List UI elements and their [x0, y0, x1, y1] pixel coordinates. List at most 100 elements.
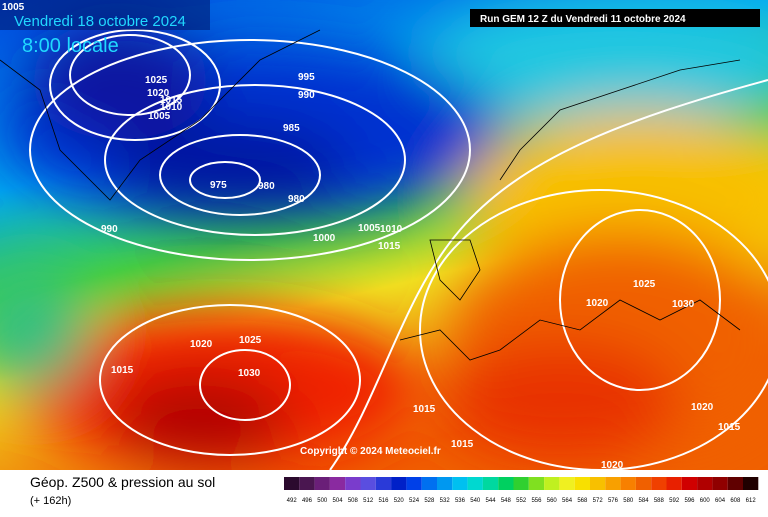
colorbar-label: 532	[440, 498, 451, 504]
colorbar-label: 564	[562, 498, 573, 504]
isobar-label: 1015	[111, 365, 134, 376]
isobar-label: 1025	[145, 75, 168, 86]
colorbar-label: 600	[700, 498, 711, 504]
isobar-label: 1015	[413, 404, 436, 415]
title-backdrop	[0, 0, 210, 30]
colorbar-label: 556	[531, 498, 542, 504]
isobar-label: 1020	[147, 88, 170, 99]
colorbar-label: 588	[654, 498, 665, 504]
isobar-label: 1020	[601, 460, 624, 471]
isobar-label: 1030	[672, 299, 695, 310]
isobar-label: 1025	[239, 335, 262, 346]
colorbar-swatch	[421, 477, 437, 490]
isobar-label: 1015	[160, 95, 183, 106]
colorbar-label: 560	[547, 498, 558, 504]
geopotential-field	[0, 0, 768, 470]
coastlines	[0, 29, 741, 361]
colorbar-swatch	[697, 477, 713, 490]
colorbar-label: 536	[455, 498, 466, 504]
isobar-label: 1020	[691, 402, 714, 413]
colorbar-swatch	[375, 477, 392, 490]
colorbar-label: 568	[577, 498, 588, 504]
isobar-label: 1000	[313, 233, 336, 244]
isobar-label: 975	[210, 180, 227, 191]
colorbar: 492 496 500 504 508 512 516 520 524 528 532 536 540 5…	[284, 477, 759, 504]
colorbar-swatch	[712, 477, 728, 490]
colorbar-swatch	[528, 477, 545, 490]
colorbar-swatch	[437, 477, 453, 490]
run-info-box	[470, 9, 760, 27]
isobar-label: 1020	[586, 298, 609, 309]
colorbar-swatch	[360, 477, 376, 490]
run-info: Run GEM 12 Z du Vendredi 11 octobre 2024	[480, 14, 686, 25]
colorbar-swatch	[452, 477, 468, 490]
colorbar-swatch	[406, 477, 422, 490]
isobar-label: 985	[283, 123, 300, 134]
colorbar-swatch	[559, 477, 575, 490]
colorbar-label: 580	[623, 498, 634, 504]
colorbar-swatch	[513, 477, 529, 490]
colorbar-label: 608	[730, 498, 741, 504]
colorbar-swatch	[574, 477, 590, 490]
isobar-label: 1015	[718, 422, 741, 433]
valid-date: Vendredi 18 octobre 2024	[14, 13, 186, 30]
isobar-label: 980	[258, 181, 275, 192]
colorbar-swatch	[345, 477, 361, 490]
colorbar-label: 508	[348, 498, 359, 504]
colorbar-label: 528	[424, 498, 435, 504]
isobar-label: 1015	[451, 439, 474, 450]
colorbar-swatch	[391, 477, 407, 490]
isobar-label: 1015	[378, 241, 401, 252]
colorbar-label: 584	[639, 498, 650, 504]
colorbar-label: 516	[378, 498, 389, 504]
colorbar-swatch	[482, 477, 499, 490]
colorbar-label: 548	[501, 498, 512, 504]
colorbar-swatch	[666, 477, 682, 490]
isobar-label: 1030	[238, 368, 261, 379]
isobar-label: 1010	[380, 224, 403, 235]
colorbar-swatch	[635, 477, 652, 490]
local-time: 8:00 locale	[22, 35, 119, 57]
lead-time: (+ 162h)	[30, 495, 71, 507]
isobar-label: 990	[101, 224, 118, 235]
colorbar-label: 576	[608, 498, 619, 504]
colorbar-label: 596	[684, 498, 695, 504]
colorbar-swatch	[605, 477, 621, 490]
colorbar-label: 520	[394, 498, 405, 504]
colorbar-swatch	[727, 477, 743, 490]
colorbar-swatch	[590, 477, 606, 490]
colorbar-swatch	[651, 477, 667, 490]
isobar-label: 995	[298, 72, 315, 83]
colorbar-label: 500	[317, 498, 328, 504]
isobar-label: 990	[298, 90, 315, 101]
isobar-label: 1025	[633, 279, 656, 290]
colorbar-swatch	[743, 477, 759, 490]
colorbar-swatch	[498, 477, 514, 490]
colorbar-swatch	[544, 477, 560, 490]
colorbar-label: 592	[669, 498, 680, 504]
colorbar-label: 512	[363, 498, 374, 504]
colorbar-label: 524	[409, 498, 420, 504]
colorbar-label: 544	[486, 498, 497, 504]
colorbar-swatch	[620, 477, 636, 490]
colorbar-swatch	[467, 477, 483, 490]
colorbar-label: 540	[470, 498, 481, 504]
colorbar-label: 492	[287, 498, 298, 504]
colorbar-swatch	[681, 477, 698, 490]
colorbar-label: 552	[516, 498, 527, 504]
colorbar-label: 612	[746, 498, 757, 504]
colorbar-swatch	[299, 477, 315, 490]
footer-title: Géop. Z500 & pression au sol	[30, 474, 215, 490]
colorbar-swatch	[314, 477, 330, 490]
isobar-label: 1020	[190, 339, 213, 350]
colorbar-label: 572	[593, 498, 604, 504]
isobar-label: 1010	[160, 102, 183, 113]
colorbar-label: 504	[333, 498, 344, 504]
copyright: Copyright © 2024 Meteociel.fr	[300, 446, 441, 457]
colorbar-swatch	[329, 477, 346, 490]
colorbar-swatch	[284, 477, 300, 490]
colorbar-label: 496	[302, 498, 313, 504]
colorbar-label: 604	[715, 498, 726, 504]
